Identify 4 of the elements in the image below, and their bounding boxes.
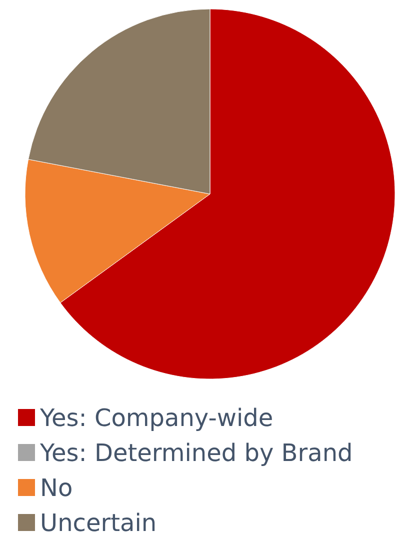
legend-label: Uncertain — [40, 509, 157, 537]
legend-label: Yes: Determined by Brand — [39, 439, 353, 467]
legend-label: Yes: Company-wide — [39, 404, 274, 432]
legend-label: No — [40, 474, 73, 502]
